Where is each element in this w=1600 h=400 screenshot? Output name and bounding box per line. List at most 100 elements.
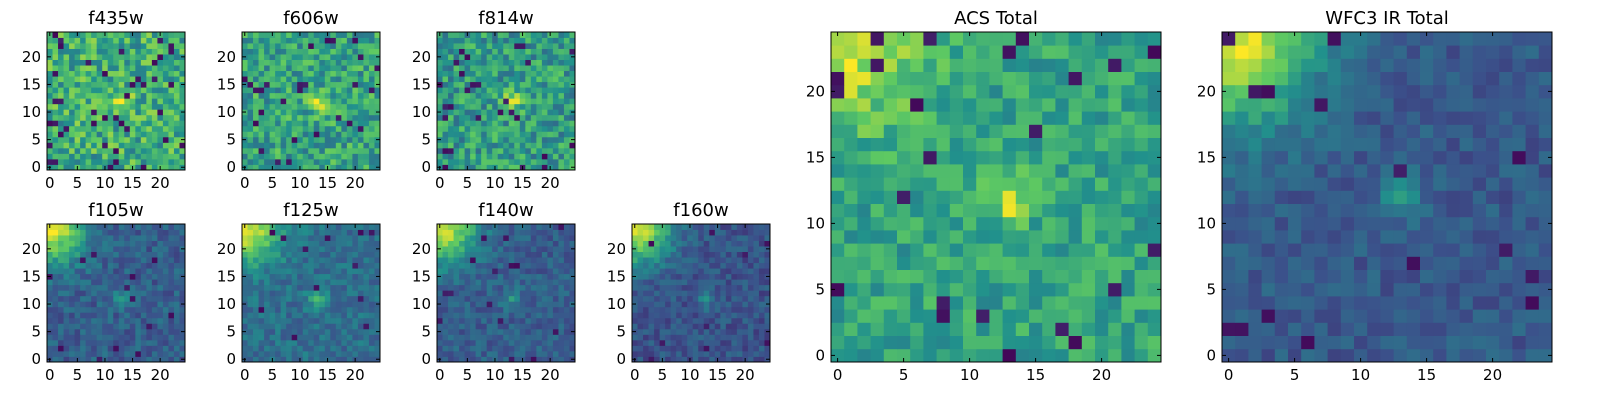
heatmap-cell	[714, 290, 721, 297]
heatmap-cell	[530, 76, 537, 83]
y-tick-label: 10	[607, 295, 626, 313]
heatmap-cell	[368, 345, 375, 352]
heatmap-cell	[503, 109, 510, 116]
heatmap-cell	[352, 284, 359, 291]
heatmap-cell	[1147, 230, 1162, 244]
heatmap-cell	[168, 109, 175, 116]
heatmap-cell	[247, 70, 254, 77]
heatmap-cell	[107, 251, 114, 258]
heatmap-cell	[497, 290, 504, 297]
heatmap-cell	[308, 43, 315, 49]
heatmap-cell	[330, 136, 337, 143]
heatmap-cell	[269, 273, 276, 280]
heatmap-cell	[151, 262, 158, 269]
heatmap-cell	[335, 43, 342, 49]
heatmap-cell	[558, 32, 565, 38]
heatmap-cell	[346, 164, 353, 171]
heatmap-cell	[280, 37, 287, 44]
heatmap-cell	[129, 131, 136, 138]
heatmap-cell	[442, 268, 449, 275]
heatmap-cell	[1108, 322, 1122, 336]
heatmap-cell	[448, 131, 454, 138]
heatmap-cell	[146, 317, 153, 324]
heatmap-cell	[74, 235, 81, 241]
heatmap-cell	[47, 125, 53, 132]
heatmap-cell	[508, 268, 515, 275]
heatmap-cell	[341, 235, 348, 241]
heatmap-cell	[168, 350, 175, 357]
heatmap-cell	[58, 268, 64, 275]
heatmap-cell	[140, 158, 147, 165]
heatmap-cell	[280, 284, 287, 291]
heatmap-cell	[162, 109, 169, 116]
heatmap-cell	[503, 92, 510, 99]
heatmap-cell	[179, 87, 186, 94]
heatmap-cell	[475, 125, 482, 132]
heatmap-cell	[541, 92, 548, 99]
heatmap-cell	[52, 301, 59, 308]
heatmap-cell	[552, 273, 559, 280]
heatmap-cell	[102, 229, 109, 236]
heatmap-cell	[135, 279, 142, 286]
heatmap-cell	[324, 246, 331, 252]
heatmap-cell	[497, 334, 504, 341]
heatmap-cell	[91, 306, 98, 313]
heatmap-cell	[481, 295, 488, 302]
heatmap-cell	[74, 345, 81, 352]
heatmap-cell	[536, 32, 543, 38]
heatmap-cell	[157, 306, 164, 313]
heatmap-cell	[151, 273, 158, 280]
heatmap-cell	[563, 59, 570, 66]
heatmap-cell	[1042, 296, 1056, 310]
heatmap-cell	[530, 306, 537, 313]
heatmap-cell	[508, 323, 515, 330]
heatmap-cell	[357, 147, 364, 154]
heatmap-cell	[481, 70, 488, 77]
heatmap-cell	[52, 59, 59, 66]
heatmap-cell	[558, 70, 565, 77]
heatmap-cell	[330, 257, 337, 264]
heatmap-cell	[91, 350, 98, 357]
heatmap-cell	[681, 235, 688, 241]
heatmap-cell	[503, 147, 510, 154]
y-tick-label: 5	[421, 131, 431, 149]
heatmap-cell	[563, 125, 570, 132]
heatmap-cell	[453, 262, 460, 269]
heatmap-cell	[335, 284, 342, 291]
heatmap-cell	[492, 284, 499, 291]
heatmap-cell	[173, 81, 180, 88]
heatmap-cell	[286, 153, 293, 160]
heatmap-cell	[459, 273, 465, 280]
axes-frame	[241, 223, 381, 363]
heatmap-cell	[341, 345, 348, 352]
heatmap-cell	[319, 37, 326, 44]
heatmap-cell	[558, 262, 565, 269]
heatmap-cell	[346, 48, 353, 55]
heatmap-cell	[976, 216, 990, 231]
heatmap-cell	[85, 240, 92, 247]
heatmap-cell	[742, 334, 749, 341]
heatmap-cell	[725, 262, 732, 269]
x-tick-label: 0	[240, 174, 250, 192]
heatmap-cell	[63, 273, 70, 280]
heatmap-cell	[324, 323, 331, 330]
heatmap-cell	[368, 70, 375, 77]
heatmap-cell	[140, 114, 147, 121]
heatmap-cell	[541, 109, 548, 116]
heatmap-cell	[308, 257, 315, 264]
heatmap-cell	[269, 147, 276, 154]
heatmap-cell	[264, 224, 270, 230]
heatmap-cell	[275, 350, 282, 357]
heatmap-cell	[157, 43, 164, 49]
heatmap-cell	[253, 290, 259, 297]
heatmap-cell	[648, 251, 655, 258]
heatmap-cell	[453, 339, 460, 346]
heatmap-cell	[1108, 164, 1122, 178]
heatmap-cell	[547, 147, 554, 154]
heatmap-cell	[275, 334, 282, 341]
heatmap-cell	[470, 334, 477, 341]
heatmap-cell	[558, 350, 565, 357]
heatmap-cell	[530, 37, 537, 44]
heatmap-cell	[280, 339, 287, 346]
heatmap-cell	[976, 177, 990, 191]
